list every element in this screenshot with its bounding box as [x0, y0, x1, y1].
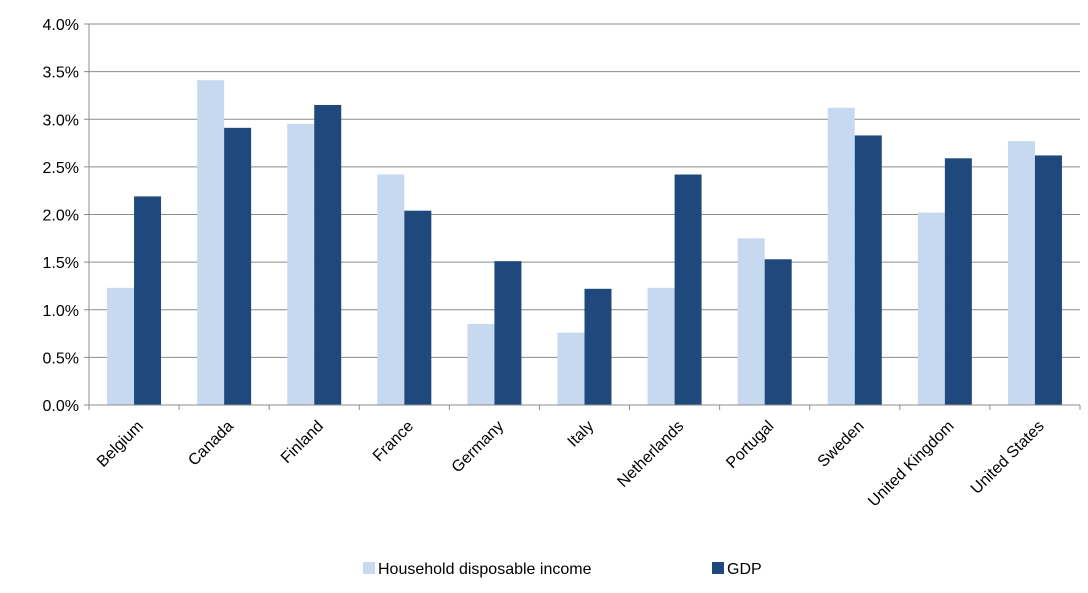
bar-germany-household-income	[467, 324, 495, 405]
x-category-label: Canada	[185, 418, 237, 470]
bar-netherlands-gdp	[674, 174, 702, 405]
x-category-label: Sweden	[815, 418, 868, 471]
bar-canada-gdp	[224, 127, 252, 405]
bar-italy-household-income	[557, 332, 585, 405]
y-tick-labels: 0.0% 0.5% 1.0% 1.5% 2.0% 2.5% 3.0% 3.5% 4.0%	[43, 17, 79, 415]
bar-belgium-gdp	[134, 196, 162, 405]
bar-finland-gdp	[314, 104, 342, 406]
bar-canada-household-income	[197, 80, 225, 405]
x-category-label: United Kingdom	[865, 418, 958, 511]
bar-france-household-income	[377, 174, 405, 405]
y-tick-label: 1.0%	[43, 303, 79, 320]
bar-italy-gdp	[584, 288, 612, 405]
y-tick-label: 2.5%	[43, 160, 79, 177]
bar-united-kingdom-gdp	[944, 158, 972, 405]
bar-sweden-gdp	[854, 135, 882, 405]
bar-portugal-household-income	[737, 238, 765, 405]
x-category-label: Netherlands	[614, 418, 687, 491]
bar-belgium-household-income	[107, 287, 135, 405]
axes	[84, 23, 1081, 410]
x-category-label: Italy	[565, 418, 598, 451]
x-category-label: Germany	[449, 418, 508, 477]
bar-germany-gdp	[494, 261, 522, 405]
bars	[107, 80, 1062, 406]
x-category-label: Portugal	[723, 418, 777, 472]
bar-portugal-gdp	[764, 259, 792, 405]
bar-france-gdp	[404, 210, 432, 405]
y-tick-label: 0.0%	[43, 398, 79, 415]
y-tick-label: 3.0%	[43, 112, 79, 129]
y-tick-label: 1.5%	[43, 255, 79, 272]
x-category-label: United States	[968, 418, 1048, 498]
bar-united-states-gdp	[1034, 155, 1062, 405]
y-tick-label: 3.5%	[43, 65, 79, 82]
x-category-label: France	[370, 418, 417, 465]
gridlines	[89, 23, 1080, 358]
bar-sweden-household-income	[827, 107, 855, 405]
x-category-labels: Belgium Canada Finland France Germany Italy Ne…	[94, 418, 1048, 511]
bar-united-kingdom-household-income	[917, 212, 945, 405]
y-tick-label: 4.0%	[43, 17, 79, 34]
legend-swatch-gdp	[712, 562, 724, 574]
legend-label-household-income: Household disposable income	[378, 561, 592, 578]
bar-netherlands-household-income	[647, 287, 675, 405]
legend-label-gdp: GDP	[727, 561, 762, 578]
legend-swatch-household-income	[363, 562, 375, 574]
x-category-label: Finland	[278, 418, 327, 467]
y-tick-label: 2.0%	[43, 208, 79, 225]
y-tick-label: 0.5%	[43, 350, 79, 367]
x-category-label: Belgium	[94, 418, 147, 471]
bar-united-states-household-income	[1007, 141, 1035, 405]
bar-finland-household-income	[287, 124, 315, 405]
legend: Household disposable income GDP	[363, 561, 762, 578]
